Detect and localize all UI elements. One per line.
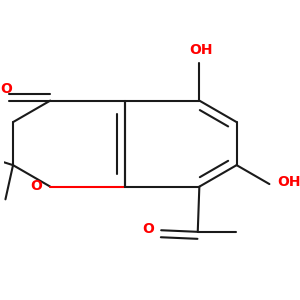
Text: O: O <box>30 179 42 193</box>
Text: O: O <box>0 82 12 96</box>
Text: OH: OH <box>189 43 213 57</box>
Text: O: O <box>142 222 154 236</box>
Text: OH: OH <box>278 176 300 190</box>
